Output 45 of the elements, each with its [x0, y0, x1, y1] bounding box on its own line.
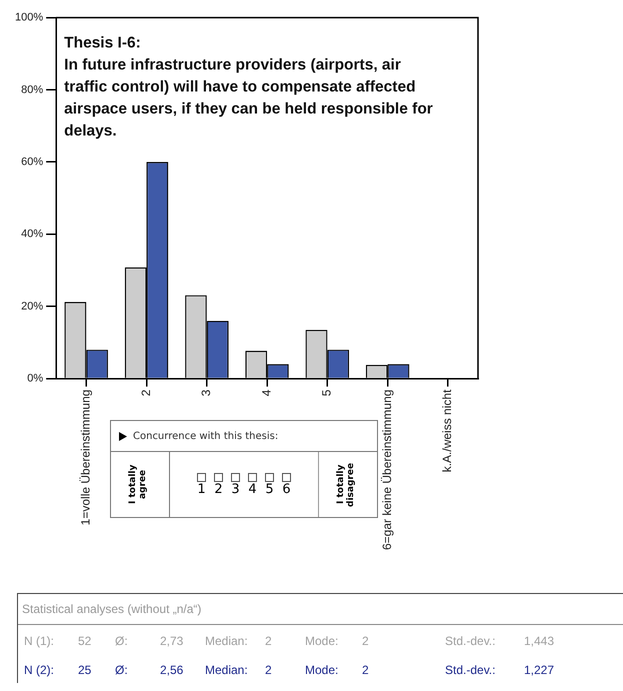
y-tick-label: 80% — [21, 84, 44, 96]
text: 1 — [197, 482, 206, 496]
x-tick-label: 2 — [138, 389, 153, 396]
x-tick-label: 5 — [320, 389, 334, 396]
y-tick-label: 60% — [21, 156, 44, 168]
y-tick-label: 0% — [27, 372, 44, 385]
text: In future infrastructure providers (airports, air traffic control) will have to compensate affected airspace users, if they can be held responsible for delays. — [64, 56, 433, 140]
text: 25 — [78, 663, 92, 677]
text: Std.-dev.: — [445, 634, 496, 648]
text: Ø: — [115, 634, 128, 648]
text: Mode: — [305, 634, 338, 648]
text: 1,227 — [524, 663, 554, 677]
text: 2 — [265, 634, 272, 648]
text: Ø: — [115, 663, 128, 677]
text: 4 — [248, 482, 257, 496]
text: Median: — [205, 634, 248, 648]
text: 2 — [362, 634, 369, 648]
y-tick-label: 20% — [21, 300, 44, 312]
x-tick-label: 1=volle Übereinstimmung — [78, 390, 93, 526]
x-tick-label: k.A./weiss nicht — [440, 388, 454, 472]
text: Thesis I-6: — [64, 34, 141, 52]
text: 2 — [265, 663, 272, 677]
text: Statistical analyses (without „n/a“) — [18, 594, 623, 625]
text: Std.-dev.: — [445, 663, 496, 677]
text: Median: — [205, 663, 248, 677]
x-tick-label: 4 — [259, 389, 274, 396]
text: 2,73 — [160, 634, 184, 648]
text: Concurrence with this thesis: — [133, 430, 278, 442]
text: 2 — [214, 482, 223, 496]
text: I totally disagree — [336, 461, 357, 509]
text: 5 — [265, 482, 274, 496]
text: 1,443 — [524, 634, 554, 648]
text: N (2): — [24, 663, 54, 677]
y-tick-label: 40% — [21, 228, 44, 240]
text: Mode: — [305, 663, 338, 677]
text: 2,56 — [160, 663, 184, 677]
text: 2 — [362, 663, 369, 677]
text: 6 — [282, 482, 291, 496]
x-tick-label: 6=gar keine Übereinstimmung — [380, 390, 394, 550]
text: 52 — [78, 634, 92, 648]
text: I totally agree — [128, 464, 149, 506]
text: N (1): — [24, 634, 54, 648]
text: 3 — [231, 482, 240, 496]
y-tick-label: 100% — [14, 12, 44, 24]
x-tick-label: 3 — [199, 389, 214, 396]
